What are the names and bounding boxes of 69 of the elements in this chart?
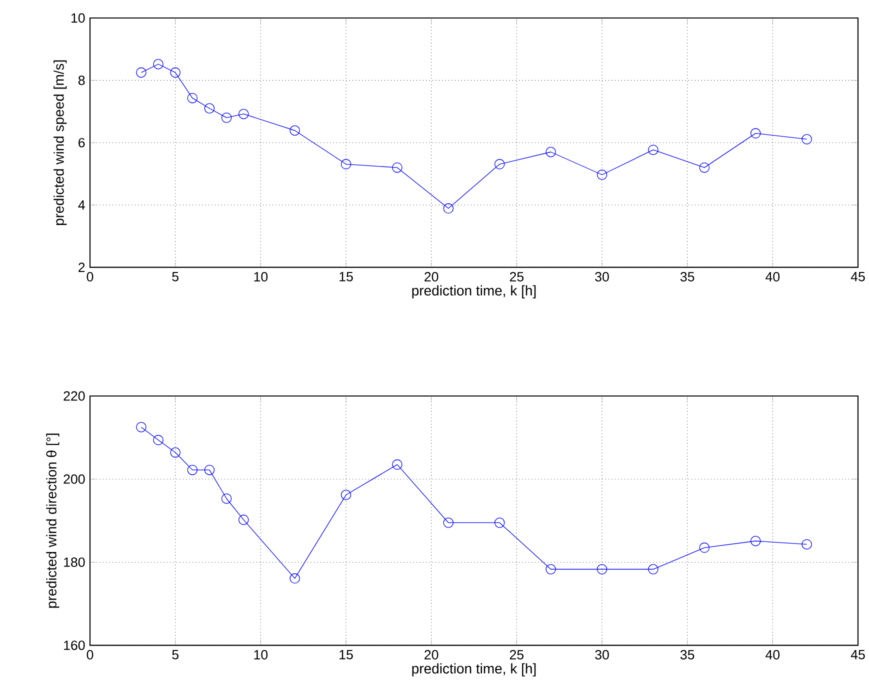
point [443, 203, 454, 214]
x-tick-label: 15 [340, 272, 353, 282]
point [494, 158, 505, 170]
x-tick-label: 20 [424, 272, 438, 282]
x-tick-label: 10 [254, 650, 268, 660]
point [750, 128, 761, 138]
x-tick-label: 40 [766, 650, 780, 660]
point [153, 434, 164, 446]
point [596, 564, 608, 574]
point [392, 459, 402, 470]
point [238, 514, 249, 525]
point [802, 134, 812, 144]
x-tick-label: 15 [340, 650, 353, 660]
y-tick-label: 220 [64, 391, 85, 401]
y-axis-title: predicted wind speed [m/s] [54, 60, 67, 225]
x-tick-label: 30 [595, 272, 609, 282]
point [648, 564, 658, 574]
point [494, 517, 505, 528]
point [750, 536, 761, 546]
x-tick-label: 0 [86, 650, 94, 660]
x-tick-label: 20 [424, 650, 438, 660]
point [443, 517, 454, 528]
x-tick-label: 25 [510, 272, 524, 282]
point [290, 573, 300, 584]
y-tick-label: 8 [78, 75, 85, 85]
point [290, 125, 300, 136]
point [546, 564, 556, 574]
x-tick-label: 5 [172, 272, 178, 282]
point [340, 158, 352, 170]
point [340, 490, 352, 500]
y-tick-label: 2 [78, 262, 85, 272]
x-tick-label: 5 [172, 650, 178, 660]
point [392, 162, 402, 173]
x-tick-label: 25 [510, 650, 524, 660]
y-tick-label: 6 [78, 138, 85, 148]
y-tick-label: 200 [64, 474, 85, 484]
point [187, 92, 198, 104]
point [699, 162, 710, 173]
x-tick-label: 10 [254, 272, 268, 282]
x-tick-label: 45 [850, 272, 865, 282]
point [221, 112, 232, 123]
y-tick-label: 4 [78, 200, 85, 210]
y-tick-label: 160 [64, 640, 85, 650]
x-tick-label: 35 [680, 650, 694, 660]
point [170, 447, 180, 458]
x-tick-label: 35 [680, 272, 694, 282]
point [204, 464, 215, 475]
point [170, 67, 180, 78]
y-tick-label: 10 [71, 13, 85, 23]
point [699, 542, 710, 553]
x-axis-title: prediction time, k [h] [412, 663, 536, 676]
point [802, 539, 812, 550]
point [136, 422, 146, 432]
point [204, 103, 215, 114]
point [238, 108, 249, 119]
y-tick-label: 180 [64, 557, 85, 567]
x-tick-label: 30 [595, 650, 609, 660]
x-tick-label: 0 [86, 272, 94, 282]
point [221, 493, 232, 504]
point [596, 169, 608, 180]
point [187, 464, 198, 475]
point [153, 58, 164, 70]
x-tick-label: 45 [850, 650, 865, 660]
point [136, 67, 146, 78]
point [546, 146, 556, 157]
x-tick-label: 40 [766, 272, 780, 282]
y-axis-title: predicted wind direction θ [°] [46, 434, 60, 608]
x-axis-title: prediction time, k [h] [412, 285, 536, 298]
point [648, 144, 658, 155]
